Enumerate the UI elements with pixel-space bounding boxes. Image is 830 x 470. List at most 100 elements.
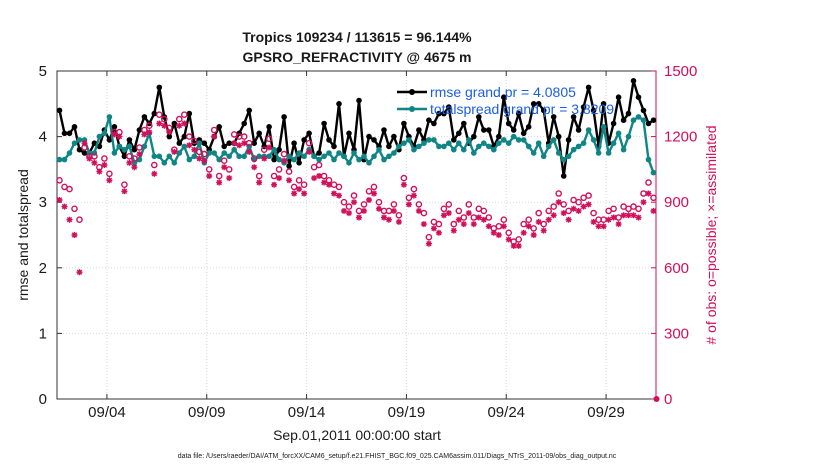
data-point-rmse [431, 121, 437, 127]
data-point-totalspread [391, 150, 397, 156]
data-point-possible [426, 235, 431, 240]
data-point-assimilated [101, 162, 107, 168]
data-point-assimilated [86, 156, 92, 162]
chart-subtitle: GPSRO_REFRACTIVITY @ 4675 m [243, 49, 472, 65]
y-tick-label: 0 [39, 391, 47, 408]
data-point-totalspread [192, 154, 198, 160]
asterisk-shape [506, 236, 512, 242]
data-point-possible [396, 213, 401, 218]
data-point-assimilated [356, 215, 362, 221]
asterisk-shape [526, 223, 532, 229]
asterisk-shape [241, 140, 247, 146]
data-point-assimilated [261, 156, 267, 162]
data-point-rmse [226, 140, 232, 146]
data-point-assimilated [426, 241, 432, 247]
data-point-assimilated [67, 217, 73, 223]
data-point-totalspread [117, 144, 123, 150]
data-point-rmse [296, 160, 302, 166]
asterisk-shape [566, 217, 572, 223]
data-point-totalspread [421, 140, 427, 146]
data-point-totalspread [541, 154, 547, 160]
asterisk-shape [131, 164, 137, 170]
asterisk-shape [116, 134, 122, 140]
y-tick-label: 3 [39, 194, 47, 211]
data-point-totalspread [501, 137, 507, 143]
asterisk-shape [296, 186, 302, 192]
data-point-possible [272, 173, 277, 178]
data-point-totalspread [346, 160, 352, 166]
data-point-assimilated [306, 149, 312, 155]
data-point-totalspread [531, 150, 537, 156]
data-point-rmse [486, 127, 492, 133]
data-point-assimilated [281, 158, 287, 164]
data-point-possible [531, 226, 536, 231]
data-point-totalspread [431, 137, 437, 143]
data-point-assimilated [266, 145, 272, 151]
data-point-possible [436, 222, 441, 227]
data-point-rmse [202, 140, 208, 146]
data-point-possible [152, 162, 157, 167]
data-point-totalspread [276, 157, 282, 163]
data-point-totalspread [371, 154, 377, 160]
data-point-rmse [391, 134, 397, 140]
data-point-rmse [566, 137, 572, 143]
data-point-totalspread [416, 144, 422, 150]
data-point-possible [456, 208, 461, 213]
asterisk-shape [221, 164, 227, 170]
data-point-rmse [301, 137, 307, 143]
data-point-totalspread [172, 160, 178, 166]
asterisk-shape [601, 223, 607, 229]
data-point-assimilated [201, 158, 207, 164]
data-point-assimilated [57, 197, 63, 203]
data-point-rmse [616, 94, 622, 100]
data-point-totalspread [491, 147, 497, 153]
asterisk-shape [226, 175, 232, 181]
data-point-assimilated [256, 180, 262, 186]
asterisk-shape [86, 156, 92, 162]
data-point-rmse [331, 144, 337, 150]
chart-canvas: Tropics 109234 / 113615 = 96.144% GPSRO_… [0, 0, 830, 470]
data-point-totalspread [556, 150, 562, 156]
data-point-possible [556, 191, 561, 196]
asterisk-shape [646, 191, 652, 197]
data-point-assimilated [556, 199, 562, 205]
data-point-rmse [456, 131, 462, 137]
data-point-possible [471, 215, 476, 220]
data-point-possible [506, 230, 511, 235]
asterisk-shape [291, 191, 297, 197]
data-point-possible [107, 171, 112, 176]
data-point-totalspread [641, 117, 647, 123]
data-point-assimilated [296, 186, 302, 192]
data-point-possible [486, 215, 491, 220]
data-point-rmse [371, 137, 377, 143]
data-point-possible [411, 187, 416, 192]
data-point-assimilated [82, 140, 88, 146]
data-point-totalspread [506, 140, 512, 146]
asterisk-shape [546, 217, 552, 223]
data-point-assimilated [481, 217, 487, 223]
data-point-totalspread [67, 150, 73, 156]
data-point-assimilated [541, 228, 547, 234]
data-point-rmse [511, 127, 517, 133]
data-point-possible [182, 112, 187, 117]
data-point-possible [446, 202, 451, 207]
data-point-totalspread [211, 150, 217, 156]
data-point-totalspread [396, 144, 402, 150]
asterisk-shape [591, 219, 597, 225]
data-point-totalspread [646, 157, 652, 163]
data-point-rmse [586, 85, 592, 91]
data-point-assimilated [646, 191, 652, 197]
asterisk-shape [486, 223, 492, 229]
data-point-totalspread [616, 131, 622, 137]
data-point-totalspread [182, 144, 188, 150]
data-point-assimilated [151, 171, 157, 177]
data-point-totalspread [441, 144, 447, 150]
data-point-assimilated [561, 210, 567, 216]
data-point-assimilated [371, 191, 377, 197]
data-point-assimilated [251, 164, 257, 170]
data-point-totalspread [221, 150, 227, 156]
asterisk-shape [446, 210, 452, 216]
legend-marker-totalspread [409, 106, 415, 112]
asterisk-shape [246, 149, 252, 155]
data-point-possible [551, 204, 556, 209]
